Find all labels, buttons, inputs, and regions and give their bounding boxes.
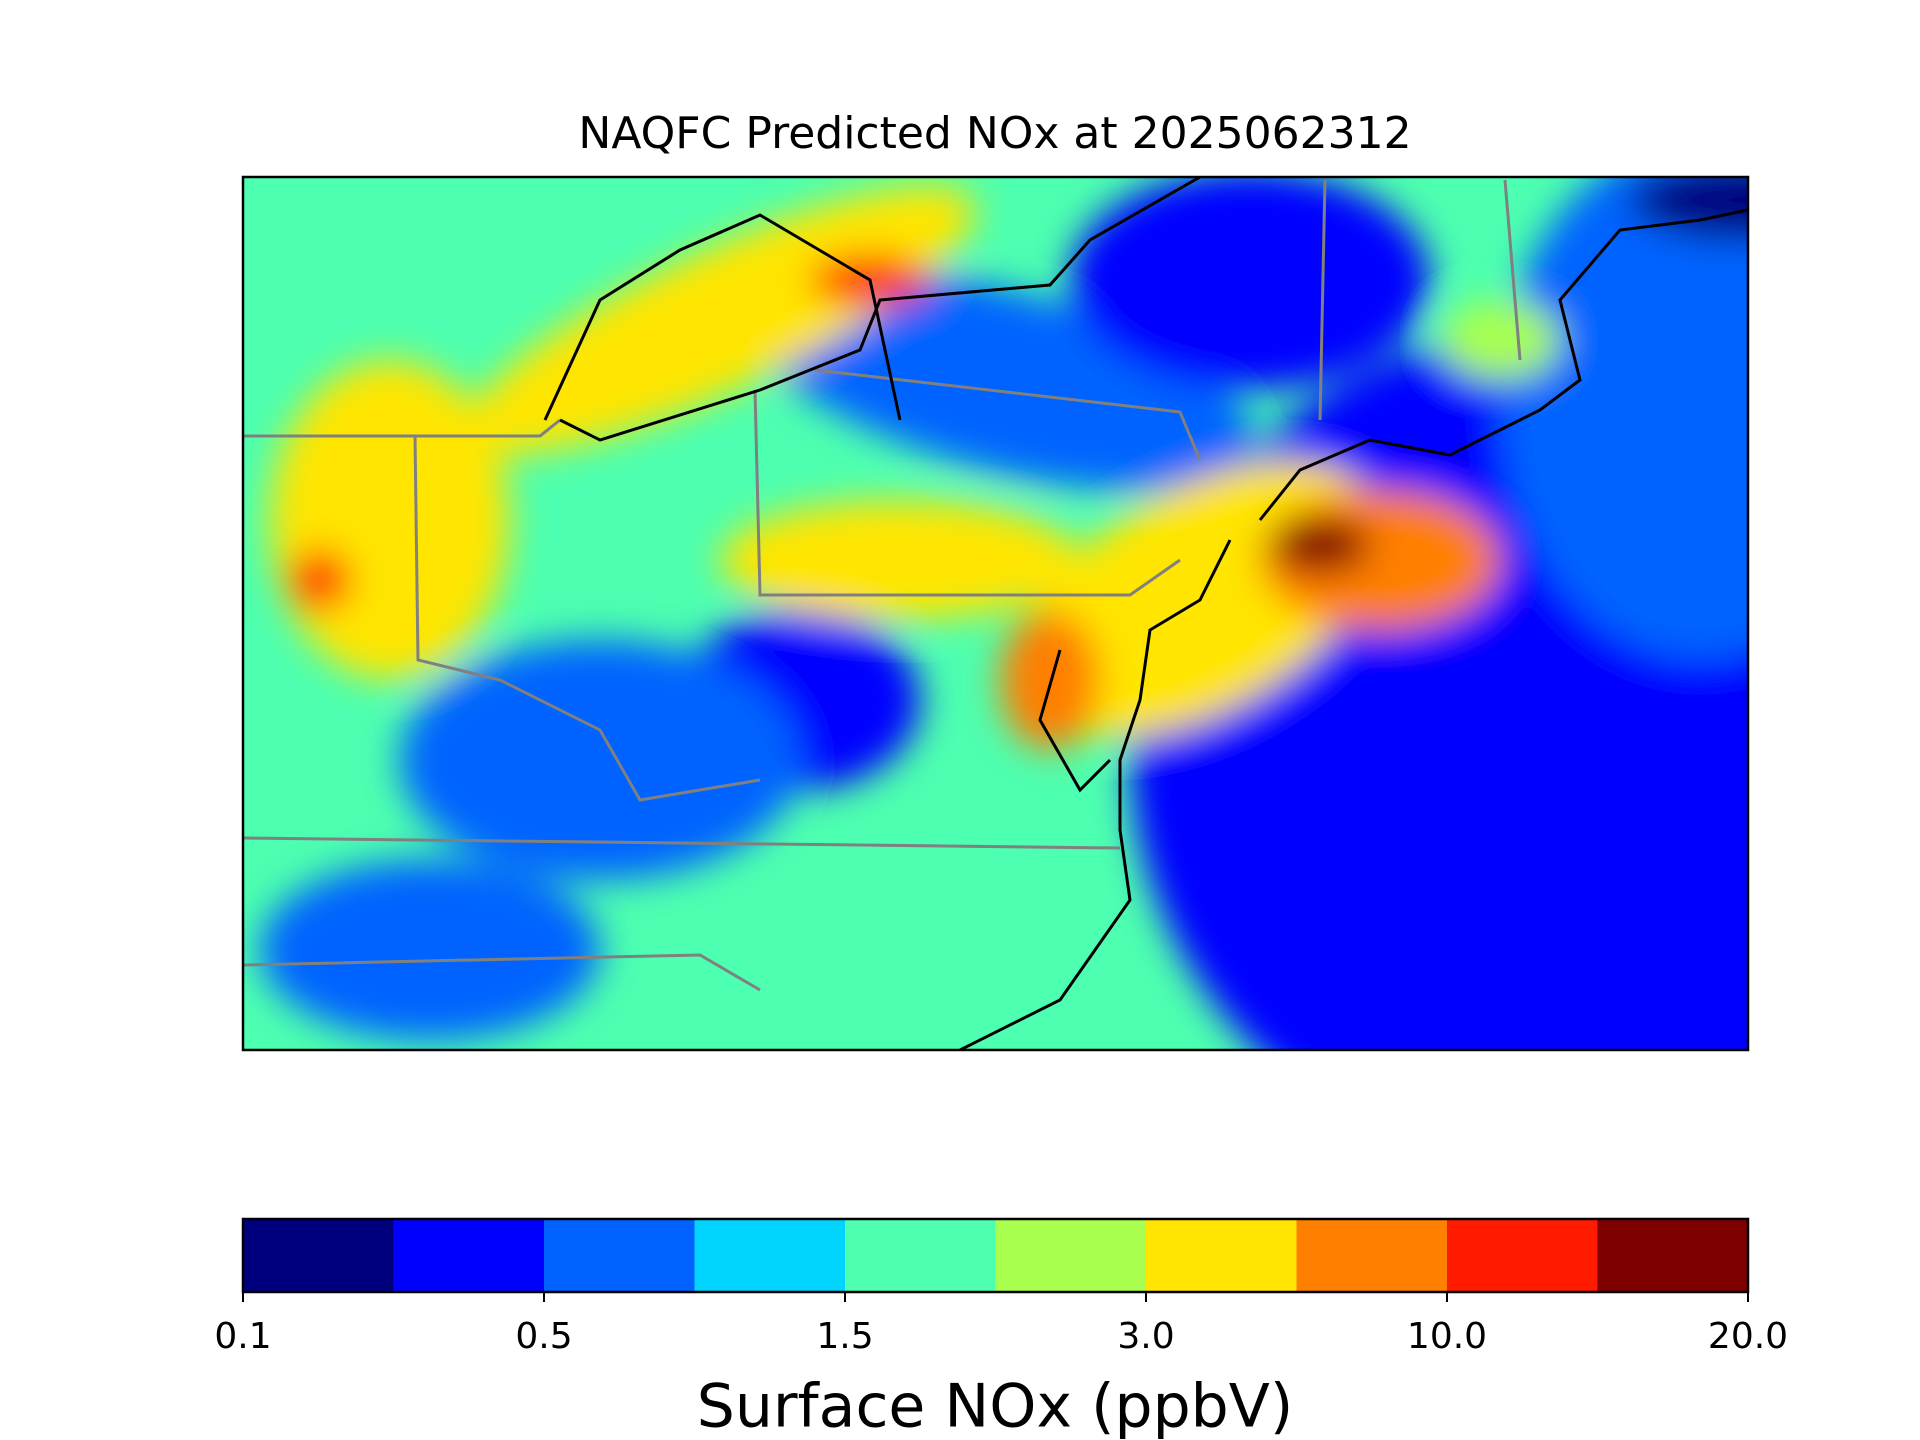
colorbar-bin [1447,1219,1598,1292]
colorbar-bin [393,1219,545,1292]
colorbar-frame [241,1217,1750,1294]
colorbar-bin [544,1219,695,1292]
colorbar-tick-label: 10.0 [1407,1316,1487,1357]
colorbar-bin [243,1219,394,1292]
colorbar-bin [845,1219,996,1292]
colorbar: 0.1 0.5 1.5 3.0 10.0 20.0 [214,1217,1788,1357]
colorbar-tick-label: 3.0 [1117,1316,1174,1357]
colorbar-tick-label: 1.5 [816,1316,873,1357]
colorbar-bin [1296,1219,1448,1292]
colorbar-bin [995,1219,1147,1292]
map-title: NAQFC Predicted NOx at 2025062312 [578,108,1411,159]
map-field [243,177,1748,1050]
colorbar-bin [694,1219,846,1292]
colorbar-bin [1146,1219,1297,1292]
colorbar-tick-label: 0.5 [515,1316,572,1357]
map-frame [241,175,1750,1052]
colorbar-tick-label: 20.0 [1708,1316,1788,1357]
colorbar-tick-label: 0.1 [214,1316,271,1357]
colorbar-label: Surface NOx (ppbV) [697,1372,1293,1440]
colorbar-bin [1597,1219,1749,1292]
